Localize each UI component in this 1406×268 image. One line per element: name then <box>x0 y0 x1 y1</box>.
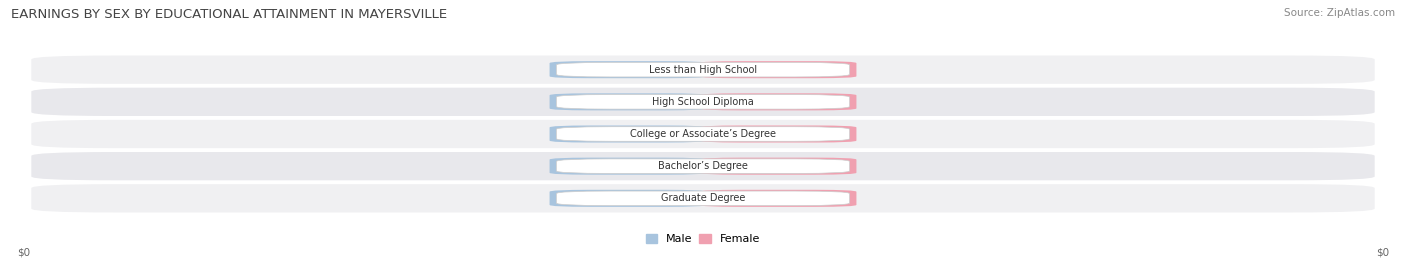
FancyBboxPatch shape <box>557 127 849 141</box>
FancyBboxPatch shape <box>700 61 856 78</box>
FancyBboxPatch shape <box>550 190 706 207</box>
FancyBboxPatch shape <box>31 55 1375 84</box>
Text: $0: $0 <box>1376 247 1389 257</box>
Text: EARNINGS BY SEX BY EDUCATIONAL ATTAINMENT IN MAYERSVILLE: EARNINGS BY SEX BY EDUCATIONAL ATTAINMEN… <box>11 8 447 21</box>
FancyBboxPatch shape <box>700 158 856 175</box>
FancyBboxPatch shape <box>557 95 849 109</box>
FancyBboxPatch shape <box>700 125 856 143</box>
FancyBboxPatch shape <box>700 190 856 207</box>
FancyBboxPatch shape <box>31 184 1375 213</box>
FancyBboxPatch shape <box>31 152 1375 180</box>
Text: Bachelor’s Degree: Bachelor’s Degree <box>658 161 748 171</box>
Text: High School Diploma: High School Diploma <box>652 97 754 107</box>
Text: $0: $0 <box>621 193 634 203</box>
Text: $0: $0 <box>772 193 785 203</box>
FancyBboxPatch shape <box>31 120 1375 148</box>
Text: Source: ZipAtlas.com: Source: ZipAtlas.com <box>1284 8 1395 18</box>
FancyBboxPatch shape <box>550 125 706 143</box>
FancyBboxPatch shape <box>550 158 706 175</box>
Text: $0: $0 <box>772 97 785 107</box>
Legend: Male, Female: Male, Female <box>647 234 759 244</box>
Text: $0: $0 <box>621 65 634 75</box>
Text: College or Associate’s Degree: College or Associate’s Degree <box>630 129 776 139</box>
Text: $0: $0 <box>17 247 30 257</box>
FancyBboxPatch shape <box>31 88 1375 116</box>
Text: $0: $0 <box>621 161 634 171</box>
Text: $0: $0 <box>772 129 785 139</box>
Text: Less than High School: Less than High School <box>650 65 756 75</box>
FancyBboxPatch shape <box>550 93 706 110</box>
FancyBboxPatch shape <box>557 191 849 206</box>
Text: $0: $0 <box>772 161 785 171</box>
FancyBboxPatch shape <box>557 159 849 173</box>
FancyBboxPatch shape <box>550 61 706 78</box>
Text: $0: $0 <box>621 97 634 107</box>
Text: $0: $0 <box>621 129 634 139</box>
Text: Graduate Degree: Graduate Degree <box>661 193 745 203</box>
Text: $0: $0 <box>772 65 785 75</box>
FancyBboxPatch shape <box>557 62 849 77</box>
FancyBboxPatch shape <box>700 93 856 110</box>
